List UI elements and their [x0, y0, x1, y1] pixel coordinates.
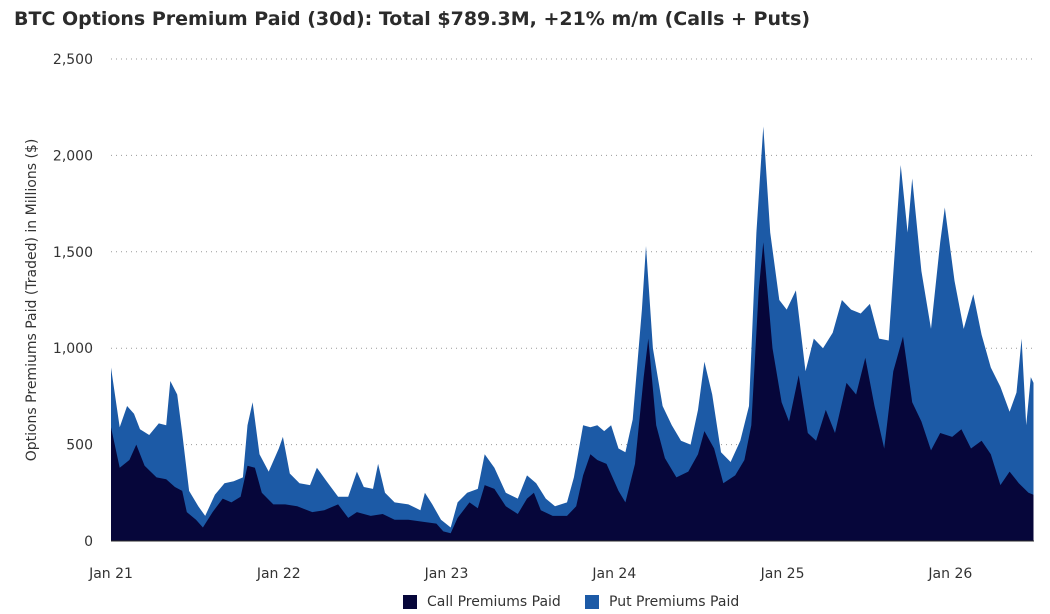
legend-item-calls: Call Premiums Paid: [403, 594, 561, 610]
x-tick-label-jan-21: Jan 21: [88, 566, 133, 582]
x-tick-label-jan-26: Jan 26: [927, 566, 972, 582]
y-tick-label-500: 500: [66, 438, 93, 454]
legend: Call Premiums Paid Put Premiums Paid: [0, 594, 1050, 614]
legend-label-calls: Call Premiums Paid: [427, 594, 561, 610]
legend-swatch-puts: [585, 595, 599, 609]
y-tick-label-2000: 2,000: [53, 148, 93, 164]
x-tick-label-jan-22: Jan 22: [256, 566, 301, 582]
y-tick-label-0: 0: [84, 534, 93, 550]
legend-label-puts: Put Premiums Paid: [609, 594, 740, 610]
x-tick-label-jan-25: Jan 25: [760, 566, 805, 582]
y-tick-label-1000: 1,000: [53, 341, 93, 357]
tick-labels: 0 500 1,000 1,500 2,000 2,500 Jan 21 Jan 22 Jan …: [53, 52, 972, 582]
area-series: [111, 126, 1034, 541]
y-axis-title: Options Premiums Paid (Traded) in Millio…: [24, 139, 40, 462]
y-tick-label-1500: 1,500: [53, 245, 93, 261]
area-call-premiums: [111, 242, 1034, 541]
legend-item-puts: Put Premiums Paid: [585, 594, 739, 610]
chart-title: BTC Options Premium Paid (30d): Total $7…: [14, 8, 811, 30]
x-tick-label-jan-23: Jan 23: [424, 566, 469, 582]
y-tick-label-2500: 2,500: [53, 52, 93, 68]
legend-swatch-calls: [403, 595, 417, 609]
x-tick-label-jan-24: Jan 24: [591, 566, 636, 582]
